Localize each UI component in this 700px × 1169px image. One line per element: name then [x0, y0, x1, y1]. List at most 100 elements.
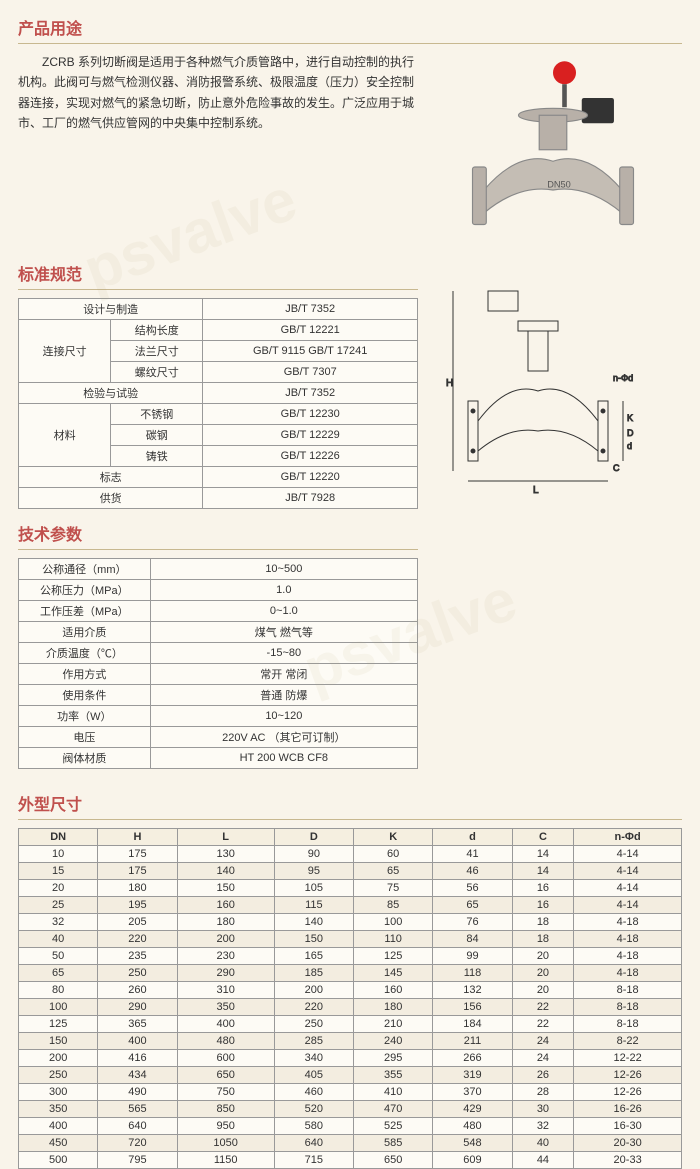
dim-header: d	[433, 828, 512, 845]
dim-cell: 250	[274, 1015, 353, 1032]
dim-cell: 185	[274, 964, 353, 981]
dim-cell: 250	[98, 964, 177, 981]
dim-cell: 310	[177, 981, 274, 998]
dim-cell: 4-14	[574, 862, 682, 879]
dim-cell: 500	[19, 1151, 98, 1168]
tech-value: 0~1.0	[150, 600, 417, 621]
table-row: 45072010506405855484020-30	[19, 1134, 682, 1151]
table-row: 5023523016512599204-18	[19, 947, 682, 964]
dim-cell: 400	[98, 1032, 177, 1049]
table-row: 65250290185145118204-18	[19, 964, 682, 981]
tech-label: 功率（W）	[19, 705, 151, 726]
dim-cell: 750	[177, 1083, 274, 1100]
dim-cell: 480	[433, 1117, 512, 1134]
dim-cell: 75	[354, 879, 433, 896]
dim-cell: 210	[354, 1015, 433, 1032]
dim-cell: 720	[98, 1134, 177, 1151]
dim-cell: 410	[354, 1083, 433, 1100]
dim-cell: 4-18	[574, 930, 682, 947]
tech-value: 1.0	[150, 579, 417, 600]
dim-cell: 160	[354, 981, 433, 998]
dim-cell: 80	[19, 981, 98, 998]
table-row: 15175140956546144-14	[19, 862, 682, 879]
dim-cell: 46	[433, 862, 512, 879]
table-row: 251951601158565164-14	[19, 896, 682, 913]
dim-cell: 16	[512, 879, 574, 896]
dim-cell: 20	[512, 981, 574, 998]
dim-cell: 565	[98, 1100, 177, 1117]
tech-label: 介质温度（℃）	[19, 642, 151, 663]
dim-cell: 1150	[177, 1151, 274, 1168]
dim-cell: 1050	[177, 1134, 274, 1151]
dim-table: DNHLDKdCn-Φd 10175130906041144-141517514…	[18, 828, 682, 1169]
dim-cell: 22	[512, 998, 574, 1015]
dim-cell: 44	[512, 1151, 574, 1168]
dim-cell: 160	[177, 896, 274, 913]
tech-value: 220V AC （其它可订制）	[150, 726, 417, 747]
dim-cell: 90	[274, 845, 353, 862]
table-row: 150400480285240211248-22	[19, 1032, 682, 1049]
dim-cell: 60	[354, 845, 433, 862]
dim-cell: 28	[512, 1083, 574, 1100]
dim-cell: 26	[512, 1066, 574, 1083]
tech-value: 10~500	[150, 558, 417, 579]
tech-value: 10~120	[150, 705, 417, 726]
dim-cell: 132	[433, 981, 512, 998]
dim-cell: 240	[354, 1032, 433, 1049]
dim-cell: 40	[19, 930, 98, 947]
spec-table: 设计与制造JB/T 7352 连接尺寸结构长度GB/T 12221 法兰尺寸GB…	[18, 298, 418, 509]
dim-cell: 640	[274, 1134, 353, 1151]
dim-cell: 416	[98, 1049, 177, 1066]
dim-cell: 470	[354, 1100, 433, 1117]
dim-cell: 65	[19, 964, 98, 981]
dim-cell: 30	[512, 1100, 574, 1117]
valve-photo: DN50	[438, 52, 668, 248]
dim-cell: 16-26	[574, 1100, 682, 1117]
dim-cell: 220	[274, 998, 353, 1015]
dim-cell: 84	[433, 930, 512, 947]
dim-cell: 165	[274, 947, 353, 964]
dim-cell: 56	[433, 879, 512, 896]
heading-dims: 外型尺寸	[18, 791, 682, 820]
dim-cell: 76	[433, 913, 512, 930]
table-row: 50079511507156506094420-33	[19, 1151, 682, 1168]
dim-cell: 15	[19, 862, 98, 879]
dim-cell: 295	[354, 1049, 433, 1066]
dim-cell: 175	[98, 845, 177, 862]
dim-cell: 350	[19, 1100, 98, 1117]
dim-cell: 180	[98, 879, 177, 896]
table-row: 100290350220180156228-18	[19, 998, 682, 1015]
dim-cell: 20-30	[574, 1134, 682, 1151]
dim-cell: 100	[354, 913, 433, 930]
table-row: 4006409505805254803216-30	[19, 1117, 682, 1134]
table-row: 3004907504604103702812-26	[19, 1083, 682, 1100]
dim-cell: 460	[274, 1083, 353, 1100]
table-row: 125365400250210184228-18	[19, 1015, 682, 1032]
dimension-diagram: H L D K d n-Φd C	[438, 271, 638, 511]
dim-cell: 480	[177, 1032, 274, 1049]
svg-text:n-Φd: n-Φd	[613, 373, 633, 383]
dim-cell: 25	[19, 896, 98, 913]
table-row: 80260310200160132208-18	[19, 981, 682, 998]
dim-cell: 20	[512, 947, 574, 964]
dim-cell: 8-22	[574, 1032, 682, 1049]
dim-cell: 16	[512, 896, 574, 913]
dim-header: H	[98, 828, 177, 845]
dim-header: n-Φd	[574, 828, 682, 845]
tech-value: 普通 防爆	[150, 684, 417, 705]
dim-cell: 715	[274, 1151, 353, 1168]
dim-cell: 200	[177, 930, 274, 947]
dim-cell: 4-18	[574, 964, 682, 981]
svg-text:L: L	[533, 485, 539, 496]
intro-text: ZCRB 系列切断阀是适用于各种燃气介质管路中，进行自动控制的执行机构。此阀可与…	[18, 52, 418, 134]
dim-cell: 150	[19, 1032, 98, 1049]
dim-cell: 200	[274, 981, 353, 998]
dim-cell: 260	[98, 981, 177, 998]
tech-label: 使用条件	[19, 684, 151, 705]
table-row: 10175130906041144-14	[19, 845, 682, 862]
dim-cell: 115	[274, 896, 353, 913]
dim-header: K	[354, 828, 433, 845]
table-row: 4022020015011084184-18	[19, 930, 682, 947]
dim-cell: 8-18	[574, 1015, 682, 1032]
dim-cell: 14	[512, 845, 574, 862]
